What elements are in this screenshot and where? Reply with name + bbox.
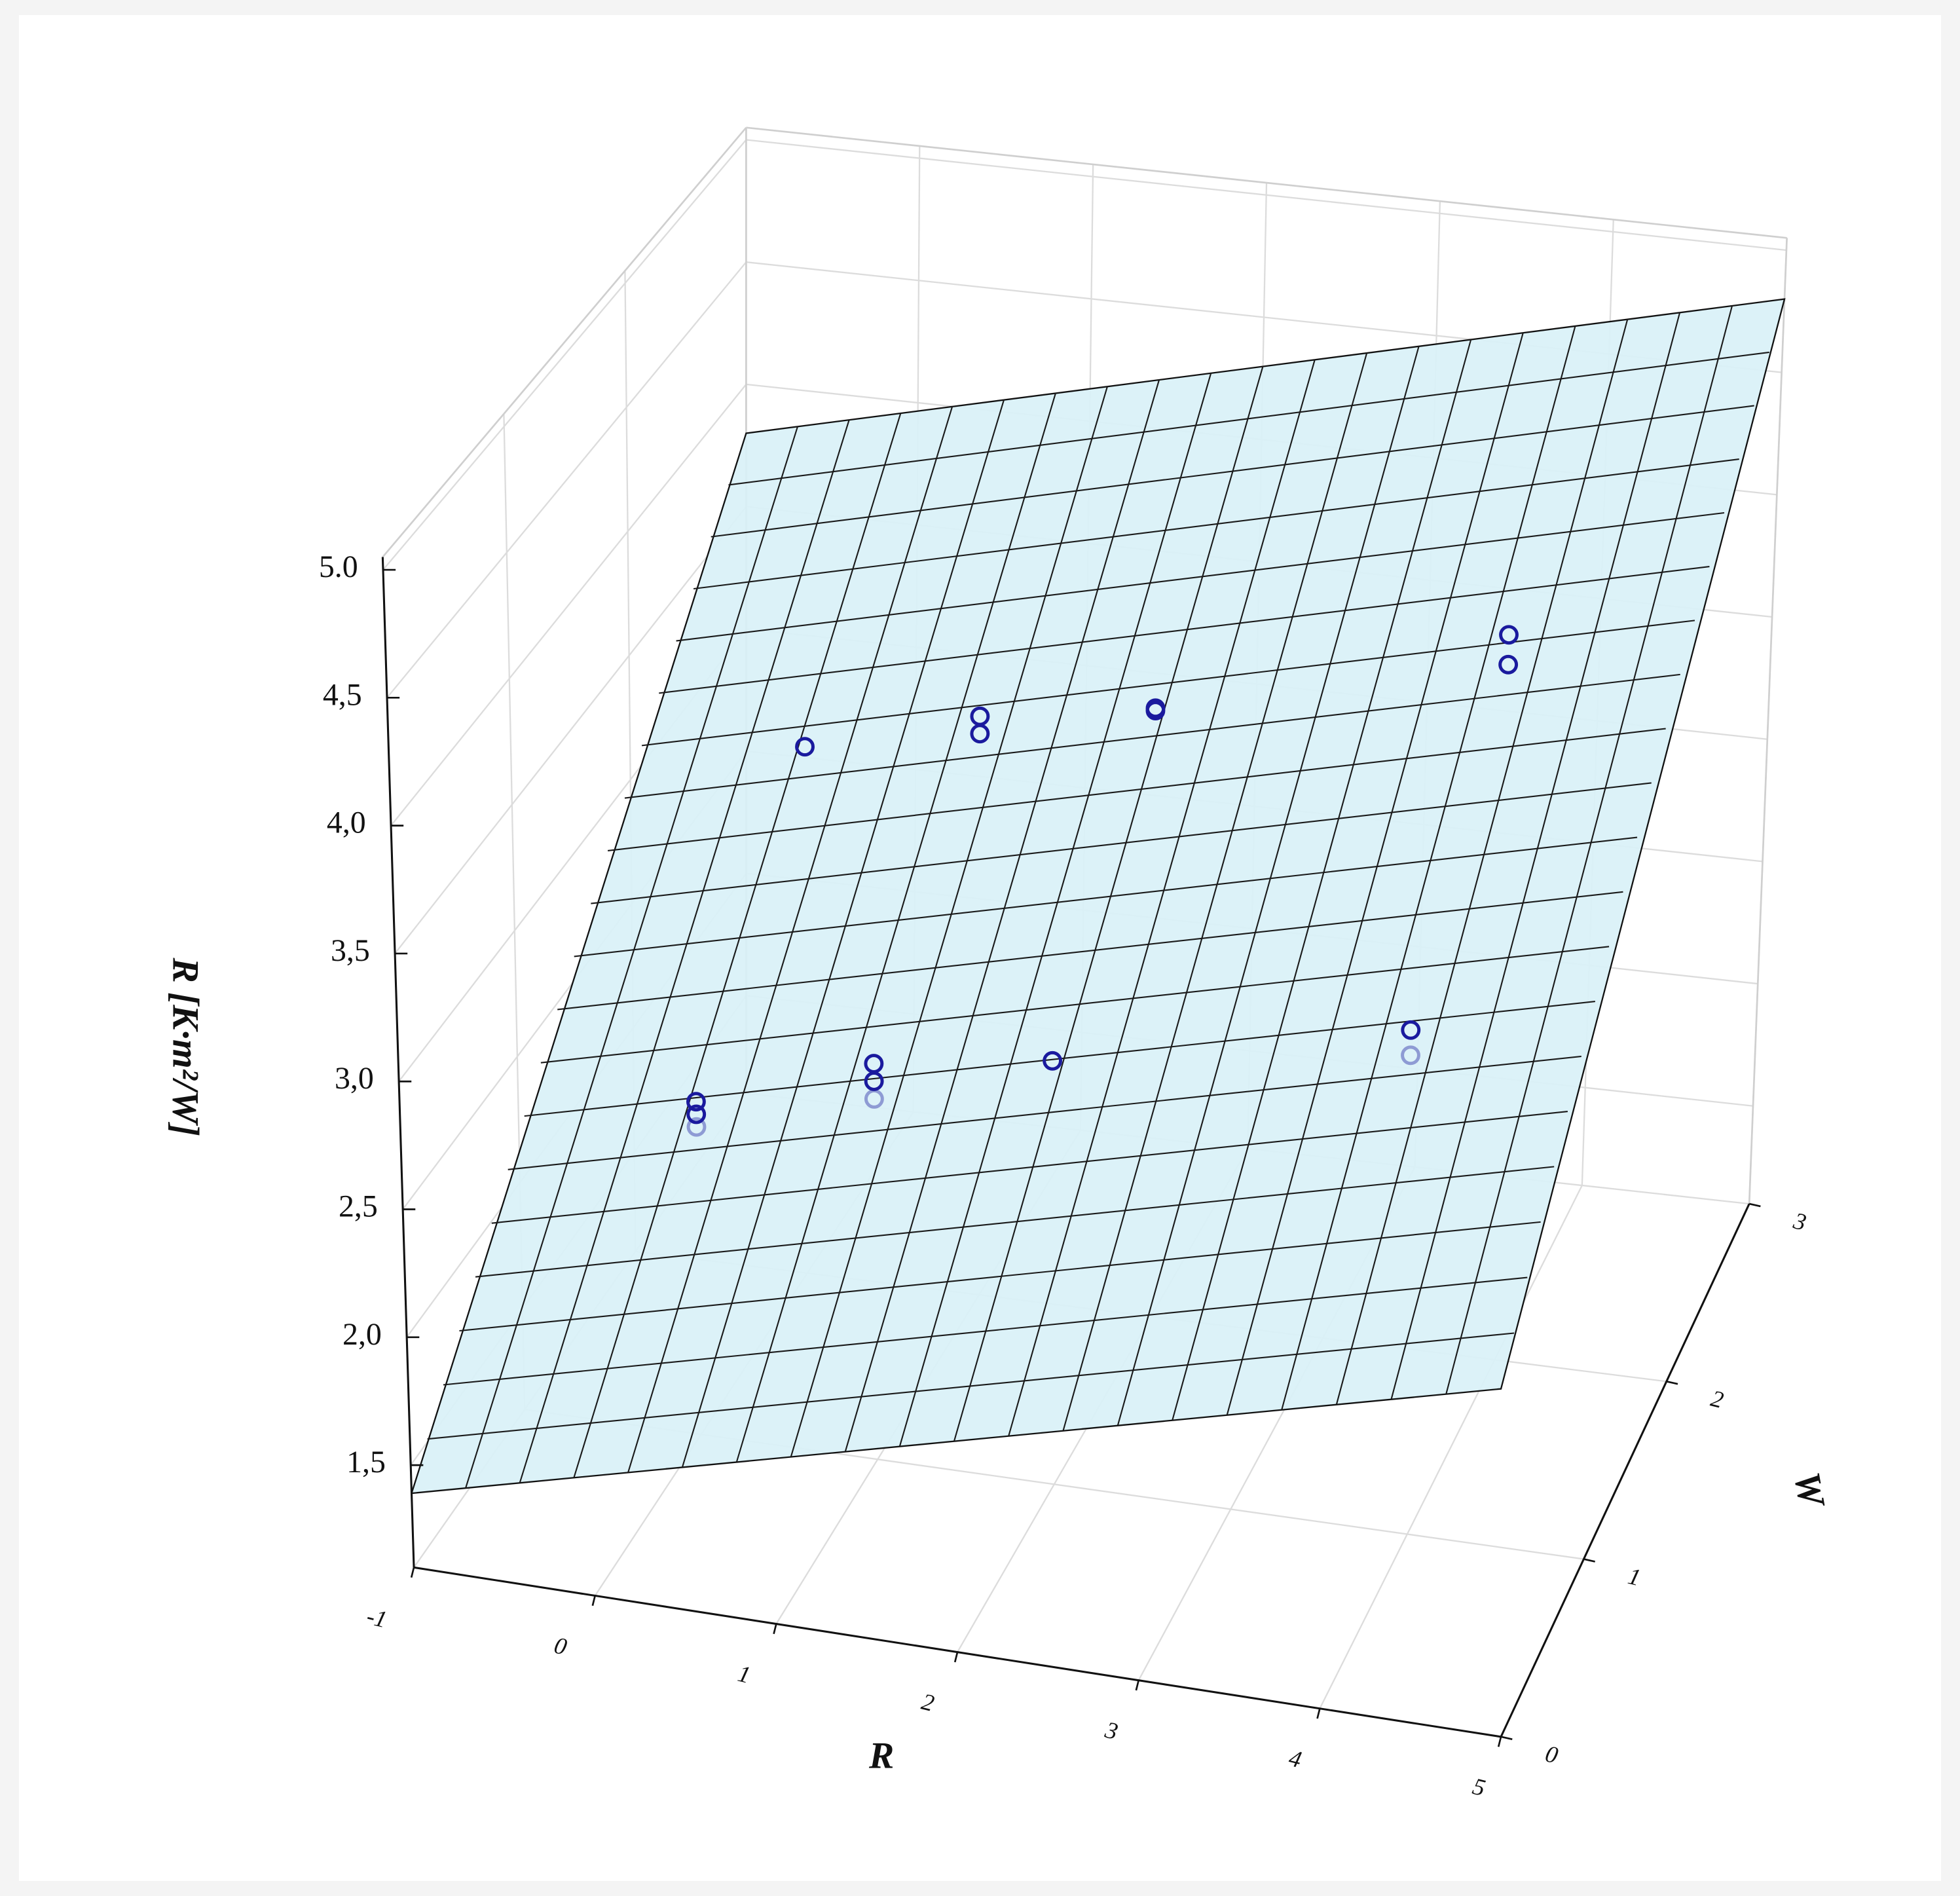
- mesh-line: [574, 836, 1638, 957]
- data-point: [970, 724, 990, 744]
- data-point: [686, 1092, 706, 1112]
- data-point: [864, 1088, 884, 1109]
- y-axis-line: [1500, 1203, 1750, 1738]
- grid-line: [390, 384, 747, 827]
- data-point: [1401, 1045, 1420, 1066]
- mesh-line: [735, 392, 1057, 1462]
- x-tick: [410, 1567, 415, 1578]
- x-axis-title: R: [868, 1735, 894, 1776]
- grid-line: [1319, 1185, 1583, 1709]
- mesh-line: [1172, 339, 1472, 1421]
- mesh-line: [953, 365, 1264, 1441]
- points-group: [686, 625, 1519, 1137]
- mesh-line: [627, 406, 953, 1473]
- mesh-line: [681, 400, 1005, 1468]
- y-tick: [1748, 1202, 1761, 1208]
- mesh-line: [591, 782, 1652, 904]
- mesh-line: [1062, 352, 1368, 1431]
- mesh-line: [491, 1111, 1568, 1224]
- mesh-line: [557, 891, 1623, 1011]
- x-tick: [1135, 1680, 1140, 1691]
- data-point: [686, 1117, 707, 1137]
- mesh-line: [641, 620, 1695, 747]
- mesh-line: [459, 1221, 1541, 1332]
- z-axis-title: R [K·m²/W]: [165, 957, 206, 1136]
- data-point: [1498, 654, 1519, 675]
- grid-line: [746, 139, 1787, 251]
- grid-line: [386, 261, 747, 699]
- x-tick: [1497, 1736, 1502, 1747]
- data-point: [864, 1071, 884, 1091]
- y-tick: [1666, 1381, 1678, 1385]
- z-tick-label: 3,0: [335, 1061, 374, 1096]
- box-edge: [1748, 238, 1788, 1204]
- z-axis-line: [381, 557, 415, 1568]
- x-tick: [953, 1652, 959, 1663]
- mesh-line: [790, 386, 1109, 1457]
- data-point: [686, 1104, 707, 1125]
- grid-line: [382, 139, 747, 570]
- box-edge: [382, 126, 747, 558]
- z-tick-label: 5.0: [319, 549, 358, 584]
- data-point: [1043, 1050, 1063, 1071]
- y-tick: [1583, 1558, 1595, 1563]
- z-tick-label: 1,5: [346, 1445, 386, 1479]
- mesh-line: [1008, 359, 1316, 1436]
- mesh-line: [1445, 305, 1733, 1394]
- mesh-line: [1117, 346, 1420, 1426]
- grid-line: [394, 506, 747, 954]
- box-edge: [746, 126, 1787, 239]
- mesh-line: [898, 373, 1212, 1447]
- surface-group: [410, 298, 1786, 1495]
- mesh-line: [711, 405, 1754, 538]
- z-tick-label: 2,0: [342, 1317, 382, 1352]
- data-point: [1401, 1020, 1421, 1040]
- mesh-line: [728, 351, 1769, 486]
- z-tick-label: 2,5: [339, 1189, 378, 1224]
- x-tick: [1316, 1708, 1321, 1719]
- mesh-line: [693, 458, 1739, 590]
- mesh-line: [624, 673, 1680, 799]
- mesh-line: [475, 1166, 1555, 1278]
- mesh-line: [1390, 312, 1681, 1400]
- mesh-line: [844, 379, 1160, 1452]
- z-tick-label: 4,5: [323, 677, 362, 712]
- mesh-line: [1226, 332, 1524, 1415]
- mesh-line: [519, 419, 850, 1483]
- x-tick: [591, 1595, 596, 1607]
- surface: [410, 298, 1786, 1495]
- mesh-line: [607, 728, 1666, 852]
- data-point: [795, 737, 815, 757]
- mesh-line: [540, 946, 1610, 1064]
- data-point: [1145, 701, 1166, 721]
- y-tick: [1500, 1736, 1513, 1740]
- z-tick-label: 4,0: [327, 806, 366, 840]
- mesh-line: [427, 1332, 1515, 1440]
- z-tick-label: 3,5: [331, 933, 370, 968]
- data-point: [1499, 625, 1519, 645]
- mesh-line: [659, 566, 1710, 694]
- mesh-line: [508, 1055, 1581, 1170]
- mesh-line: [465, 426, 799, 1489]
- mesh-line: [1281, 325, 1576, 1410]
- x-tick: [773, 1624, 777, 1635]
- mesh-line: [676, 511, 1725, 642]
- mesh-line: [1335, 319, 1629, 1405]
- mesh-line: [573, 413, 902, 1478]
